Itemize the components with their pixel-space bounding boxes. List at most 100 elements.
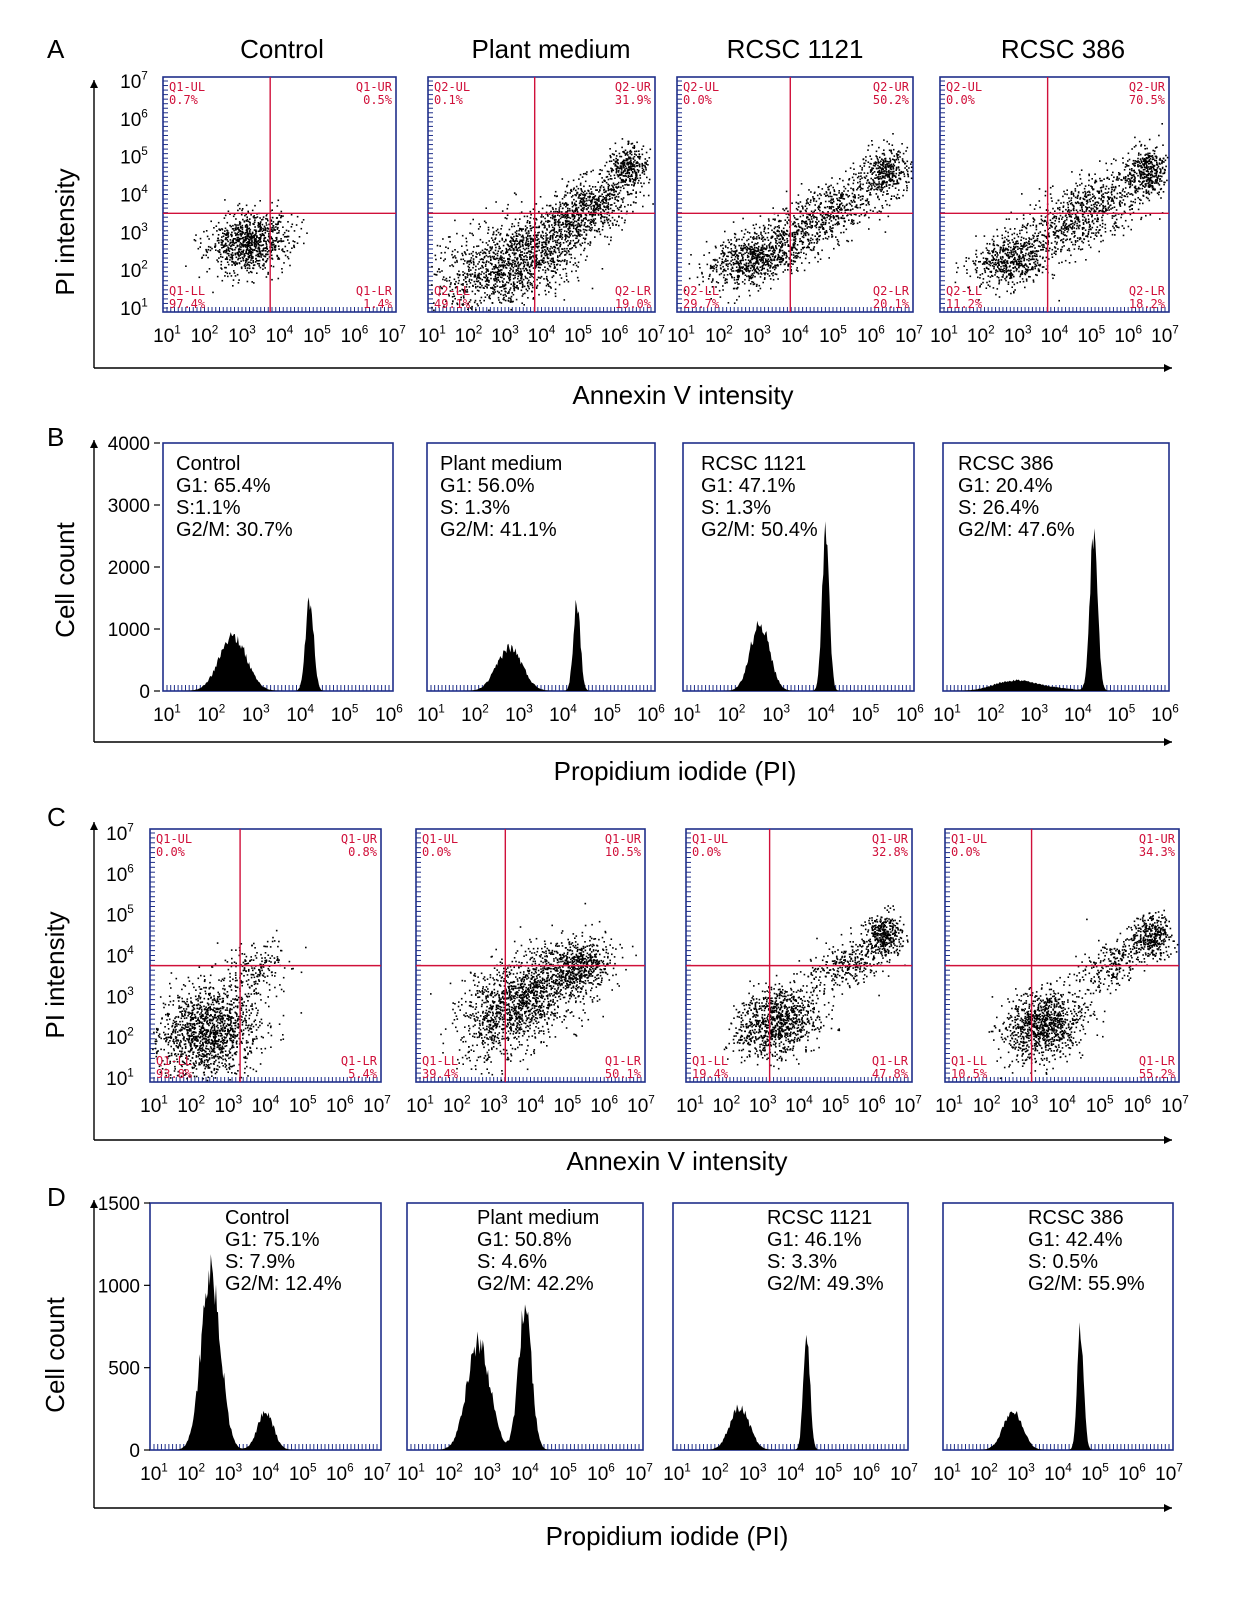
- scatter-point: [755, 247, 758, 249]
- scatter-point: [270, 250, 272, 252]
- scatter-point: [614, 161, 617, 164]
- scatter-point: [626, 171, 629, 174]
- scatter-point: [486, 284, 489, 286]
- scatter-point: [598, 203, 601, 206]
- scatter-point: [636, 141, 638, 144]
- scatter-point: [823, 193, 826, 195]
- scatter-point: [532, 208, 535, 210]
- scatter-point: [782, 233, 784, 235]
- scatter-point: [719, 264, 722, 267]
- scatter-point: [591, 196, 594, 199]
- scatter-point: [515, 265, 518, 268]
- scatter-point: [232, 238, 235, 240]
- scatter-point: [577, 261, 580, 264]
- scatter-point: [510, 249, 512, 251]
- scatter-point: [260, 234, 263, 237]
- scatter-point: [791, 232, 794, 234]
- scatter-point: [845, 228, 848, 231]
- scatter-point: [227, 236, 229, 239]
- scatter-point: [579, 204, 582, 207]
- scatter-point: [442, 278, 444, 281]
- scatter-point: [514, 260, 517, 263]
- scatter-point: [574, 224, 576, 227]
- scatter-point: [555, 241, 557, 244]
- scatter-point: [520, 235, 523, 238]
- scatter-point: [486, 260, 488, 262]
- scatter-point: [513, 285, 516, 288]
- scatter-point: [584, 241, 586, 244]
- scatter-point: [806, 207, 808, 210]
- scatter-point: [451, 250, 454, 253]
- scatter-point: [759, 276, 762, 278]
- scatter-point: [474, 269, 477, 271]
- scatter-point: [544, 241, 547, 244]
- scatter-point: [559, 236, 561, 239]
- scatter-point: [622, 180, 624, 182]
- scatter-point: [618, 173, 621, 176]
- scatter-point: [587, 196, 589, 198]
- scatter-point: [245, 236, 247, 238]
- scatter-point: [858, 186, 860, 188]
- scatter-point: [773, 251, 775, 254]
- scatter-point: [532, 273, 534, 275]
- scatter-point: [475, 280, 478, 283]
- scatter-point: [783, 234, 786, 237]
- scatter-point: [506, 233, 508, 236]
- scatter-point: [818, 197, 821, 200]
- scatter-point: [605, 199, 608, 201]
- scatter-point: [224, 245, 226, 247]
- scatter-point: [639, 156, 642, 158]
- scatter-point: [757, 272, 760, 275]
- scatter-point: [245, 213, 247, 216]
- scatter-point: [617, 185, 620, 188]
- scatter-point: [266, 253, 269, 256]
- scatter-point: [268, 230, 271, 233]
- scatter-point: [811, 238, 814, 241]
- scatter-point: [507, 272, 510, 274]
- scatter-point: [264, 255, 267, 258]
- scatter-point: [293, 244, 295, 247]
- scatter-point: [607, 183, 609, 186]
- scatter-point: [494, 237, 497, 239]
- scatter-point: [220, 260, 223, 263]
- scatter-point: [530, 256, 533, 258]
- scatter-point: [227, 247, 230, 250]
- scatter-point: [608, 193, 611, 195]
- scatter-point: [866, 211, 868, 213]
- scatter-point: [229, 247, 232, 250]
- scatter-point: [222, 232, 224, 234]
- scatter-point: [546, 247, 549, 250]
- scatter-point: [253, 236, 255, 238]
- scatter-point: [244, 245, 246, 248]
- scatter-point: [521, 285, 524, 288]
- scatter-point: [763, 278, 766, 280]
- scatter-point: [699, 267, 701, 269]
- scatter-point: [732, 263, 735, 266]
- scatter-point: [618, 169, 620, 172]
- scatter-point: [492, 288, 494, 290]
- scatter-point: [645, 163, 648, 165]
- scatter-point: [611, 216, 614, 219]
- scatter-point: [731, 270, 733, 272]
- scatter-point: [578, 213, 580, 216]
- scatter-point: [507, 260, 509, 263]
- scatter-point: [768, 220, 770, 222]
- scatter-point: [258, 237, 260, 239]
- scatter-point: [244, 259, 247, 262]
- scatter-point: [262, 268, 264, 270]
- scatter-point: [725, 263, 728, 265]
- scatter-point: [508, 278, 511, 280]
- scatter-point: [759, 266, 762, 268]
- scatter-point: [887, 193, 889, 195]
- scatter-point: [772, 207, 774, 209]
- scatter-point: [819, 231, 821, 233]
- scatter-point: [497, 268, 500, 271]
- scatter-point: [526, 252, 529, 254]
- scatter-point: [630, 169, 633, 172]
- scatter-point: [539, 277, 542, 279]
- scatter-point: [513, 252, 516, 254]
- scatter-point: [747, 244, 750, 246]
- scatter-point: [714, 258, 716, 261]
- scatter-point: [211, 247, 213, 250]
- scatter-point: [646, 160, 649, 162]
